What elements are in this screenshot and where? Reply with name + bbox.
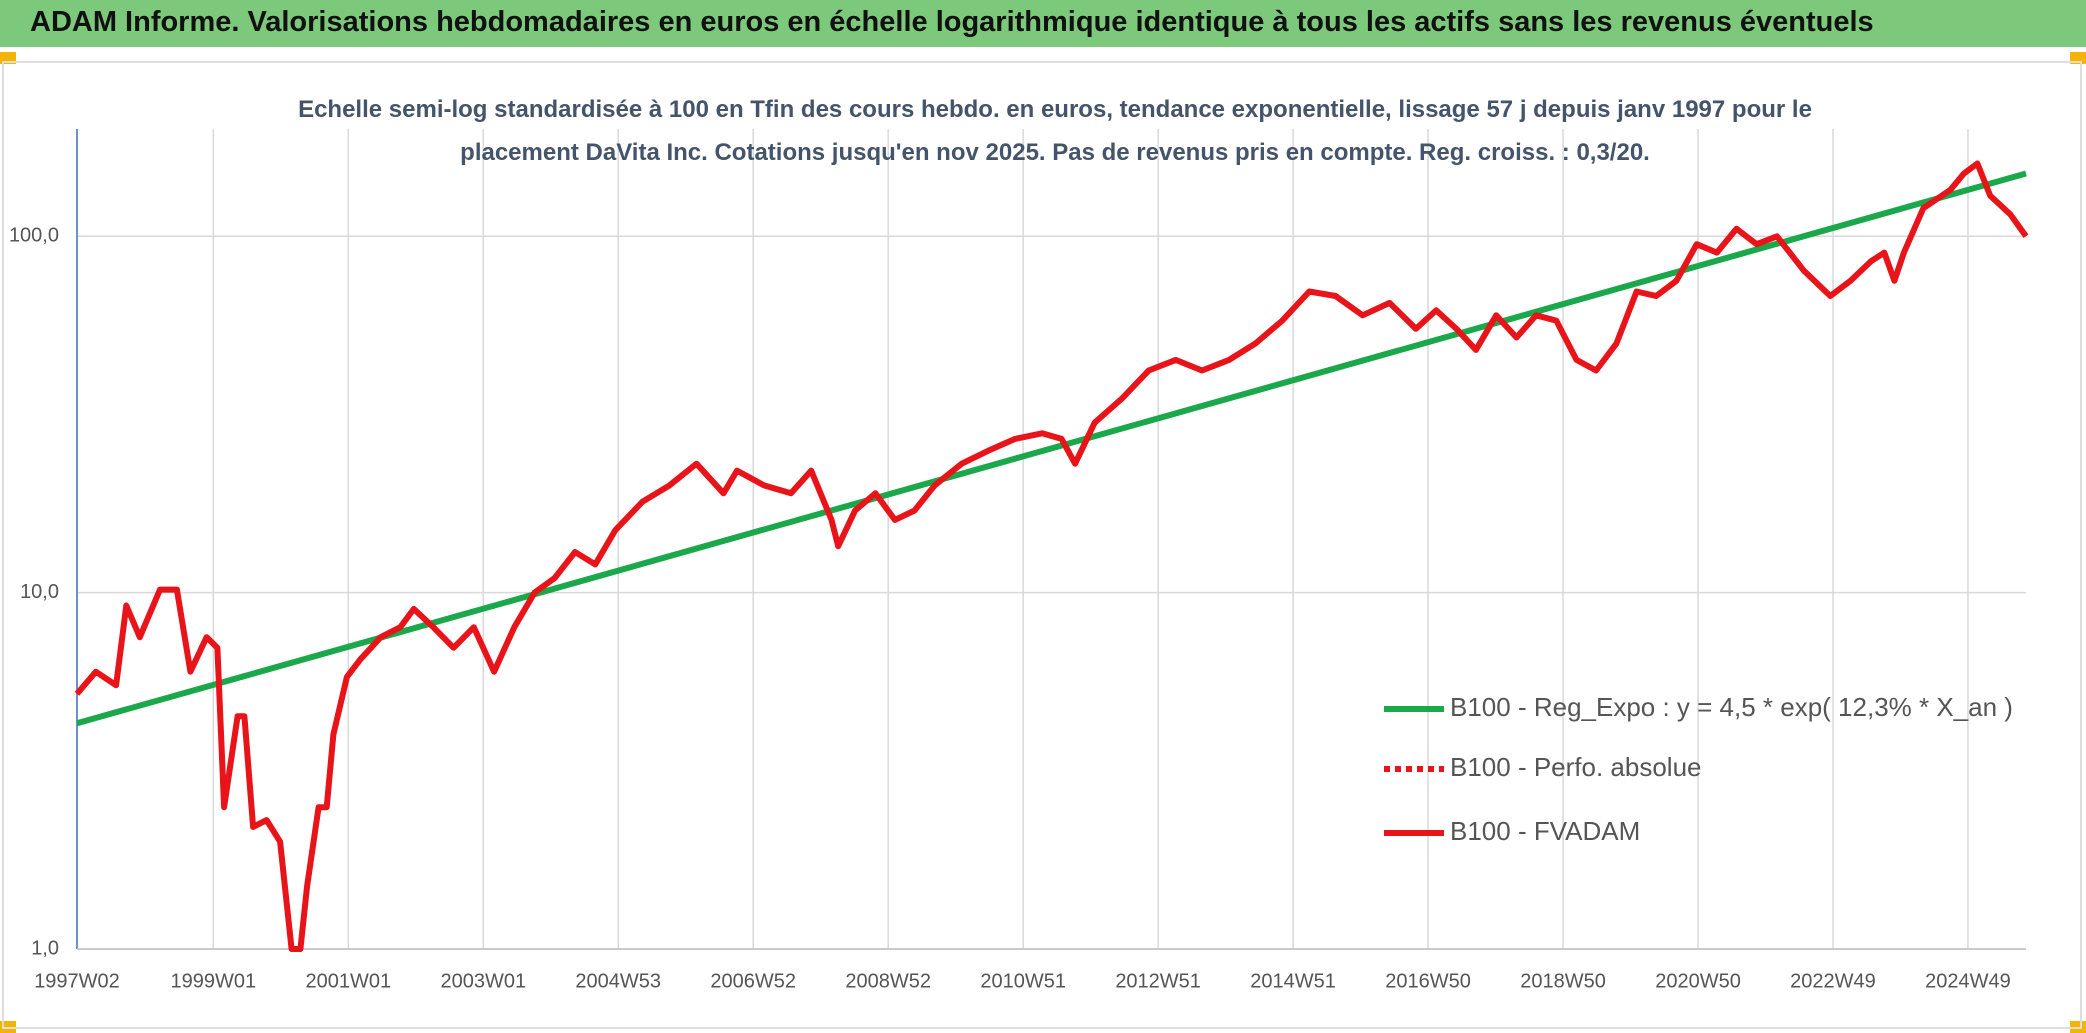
y-tick-label: 100,0 [9,225,59,247]
series-line [76,170,2027,727]
series-line [74,160,2029,952]
x-tick-label: 2004W53 [575,970,661,992]
chart-title: ADAM Informe. Valorisations hebdomadaire… [30,6,1874,38]
x-tick-label: 2016W50 [1385,970,1471,992]
x-tick-label: 1999W01 [171,970,257,992]
frame [2,61,2082,1029]
legend-label: B100 - Perfo. absolue [1450,752,1702,782]
chart-subtitle: Echelle semi-log standardisée à 100 en T… [298,96,1812,166]
x-tick-label: 2020W50 [1655,970,1741,992]
legend-label: B100 - Reg_Expo : y = 4,5 * exp( 12,3% *… [1450,692,2013,722]
x-tick-label: 2014W51 [1250,970,1336,992]
x-tick-label: 2006W52 [710,970,796,992]
y-tick-label: 1,0 [31,937,59,959]
header-bar [0,0,2086,47]
x-tick-label: 2001W01 [305,970,391,992]
x-tick-label: 2008W52 [845,970,931,992]
x-tick-label: 2010W51 [980,970,1066,992]
legend-label: B100 - FVADAM [1450,816,1640,846]
x-tick-label: 2022W49 [1790,970,1876,992]
x-tick-label: 2012W51 [1115,970,1201,992]
x-tick-label: 2003W01 [440,970,526,992]
x-tick-label: 2024W49 [1925,970,2011,992]
x-tick-label: 2018W50 [1520,970,1606,992]
x-tick-label: 1997W02 [34,970,120,992]
y-tick-label: 10,0 [20,581,59,603]
